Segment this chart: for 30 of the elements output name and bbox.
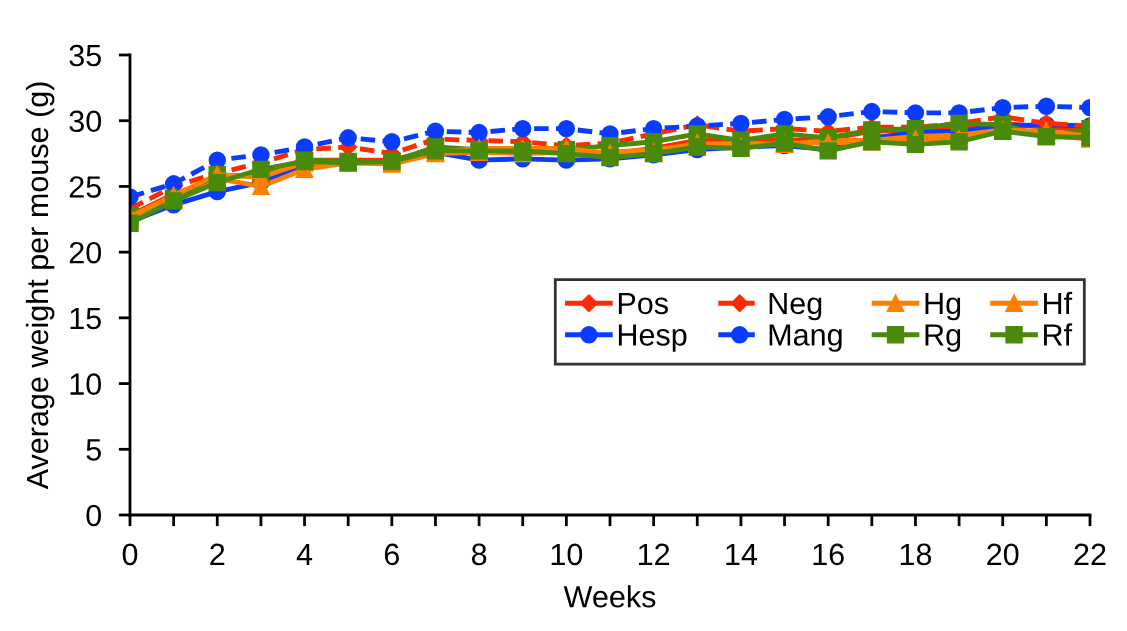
x-tick-label: 10 [551,543,583,566]
legend-label: Rg [925,324,961,352]
x-tick-label: 2 [210,543,225,565]
x-tick-label: 14 [726,543,758,565]
y-tick-label: 35 [69,44,101,67]
legend-label: Hf [1044,291,1073,314]
x-tick-label: 4 [296,543,313,565]
x-tick-label: 22 [1074,543,1106,565]
y-tick-label: 10 [70,373,102,395]
x-tick-label: 16 [813,543,844,566]
y-tick-label: 0 [86,504,102,527]
x-tick-label: 8 [471,543,487,566]
legend-label: Hg [925,292,961,321]
y-tick-label: 25 [69,176,101,198]
legend-label: Hesp [618,324,687,352]
legend-label: Neg [769,292,822,321]
legend-label: Pos [618,292,668,315]
y-tick-label: 15 [70,307,101,330]
y-axis-title: Average weight per mouse (g) [25,82,55,490]
x-tick-label: 20 [987,543,1019,566]
x-tick-label: 0 [122,543,138,566]
legend-label: Mang [769,324,842,352]
x-tick-label: 6 [384,543,399,566]
legend-label: Rf [1044,323,1073,346]
x-axis-title: Weeks [563,585,656,608]
y-tick-label: 5 [86,439,101,461]
x-tick-label: 18 [900,543,932,566]
y-tick-label: 20 [69,241,102,264]
y-tick-label: 30 [69,110,102,133]
x-tick-label: 12 [638,543,670,565]
